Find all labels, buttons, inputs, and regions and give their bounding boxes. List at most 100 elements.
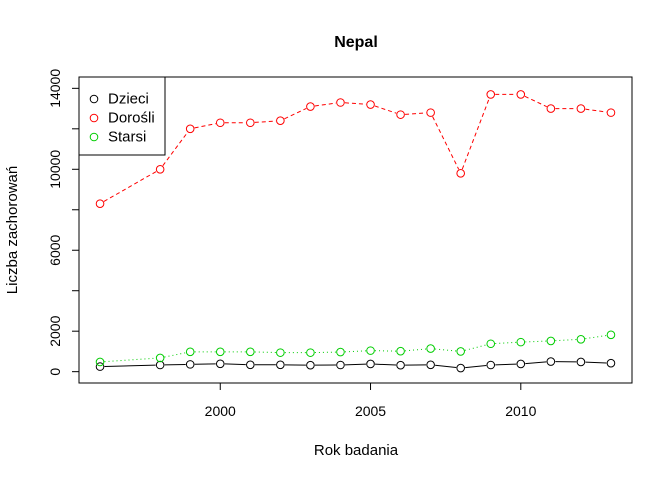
- data-point: [336, 360, 345, 370]
- series-line-segment: [164, 352, 186, 358]
- series-line-segment: [254, 120, 276, 123]
- legend-marker: [89, 113, 99, 123]
- data-point: [276, 348, 285, 357]
- x-tick-label: 2010: [505, 403, 536, 419]
- data-point: [576, 104, 586, 113]
- legend-label: Starsi: [108, 129, 146, 146]
- series-0: [95, 357, 616, 373]
- data-point: [606, 330, 616, 340]
- series-line-segment: [495, 363, 517, 366]
- data-point: [426, 344, 435, 353]
- data-point: [396, 346, 405, 356]
- data-point: [546, 357, 556, 366]
- data-point: [246, 347, 255, 357]
- data-point: [185, 360, 195, 369]
- data-point: [516, 337, 526, 347]
- data-point: [546, 104, 556, 113]
- series-line-segment: [104, 357, 156, 363]
- data-point: [606, 108, 616, 117]
- data-point: [306, 360, 315, 370]
- series-line-segment: [405, 348, 427, 352]
- series-line-segment: [344, 363, 367, 366]
- data-point: [336, 98, 345, 107]
- series-line-segment: [585, 361, 607, 364]
- series-2: [95, 330, 616, 367]
- data-point: [215, 359, 225, 369]
- legend-label: Dorośli: [108, 110, 155, 127]
- x-tick-label: 2005: [355, 403, 386, 419]
- data-point: [486, 360, 496, 370]
- data-point: [486, 90, 496, 99]
- legend-box: [78, 76, 166, 156]
- data-point: [486, 339, 496, 349]
- series-line-segment: [464, 344, 487, 351]
- data-point: [456, 169, 465, 178]
- data-point: [155, 353, 165, 363]
- x-tick-label: 2000: [205, 403, 236, 419]
- series-line-segment: [284, 108, 307, 120]
- series-line-segment: [344, 350, 367, 353]
- x-axis-label: Rok badania: [314, 442, 399, 459]
- legend: Dzieci Dorośli Starsi: [78, 76, 166, 156]
- data-point: [215, 118, 225, 128]
- series-1: [95, 90, 616, 208]
- series-line-segment: [525, 361, 547, 365]
- y-tick-label: 10000: [47, 150, 63, 189]
- series-line-segment: [162, 132, 188, 166]
- data-point: [336, 347, 345, 357]
- series-line-segment: [103, 171, 157, 202]
- data-point: [276, 116, 285, 126]
- data-point: [366, 100, 375, 109]
- y-tick-label: 0: [47, 368, 63, 376]
- data-point: [456, 363, 465, 373]
- series-line-segment: [525, 340, 547, 343]
- series-line-segment: [555, 339, 577, 342]
- data-point: [366, 359, 375, 369]
- series-line-segment: [585, 334, 607, 340]
- series-line-segment: [375, 363, 397, 366]
- series-line-segment: [435, 364, 457, 369]
- data-point: [276, 360, 285, 370]
- series-line-segment: [435, 348, 457, 352]
- series-layer: [95, 90, 616, 373]
- series-line-segment: [314, 102, 337, 107]
- data-point: [426, 108, 435, 117]
- series-line-segment: [461, 98, 490, 170]
- data-point: [95, 199, 105, 208]
- series-line-segment: [524, 95, 547, 108]
- y-axis-label: Liczba zachorowań: [4, 166, 21, 294]
- data-point: [185, 347, 195, 357]
- legend-marker: [89, 94, 99, 104]
- data-point: [306, 348, 315, 357]
- series-line-segment: [224, 363, 246, 366]
- legend-label: Dzieci: [108, 91, 149, 108]
- data-point: [606, 358, 616, 368]
- data-point: [366, 346, 375, 355]
- data-point: [426, 360, 435, 370]
- data-point: [306, 102, 315, 111]
- data-point: [185, 124, 195, 134]
- data-point: [456, 347, 465, 356]
- series-line-segment: [465, 364, 487, 369]
- data-point: [95, 362, 105, 371]
- y-tick-label: 14000: [47, 69, 63, 108]
- series-line-segment: [254, 351, 276, 354]
- data-point: [246, 360, 255, 370]
- data-point: [576, 334, 586, 344]
- data-point: [215, 347, 225, 357]
- data-point: [95, 357, 105, 367]
- series-line-segment: [495, 341, 517, 344]
- legend-marker: [89, 132, 99, 142]
- data-point: [396, 110, 405, 119]
- data-point: [516, 90, 526, 99]
- data-point: [155, 164, 165, 174]
- series-line-segment: [405, 112, 427, 115]
- series-line-segment: [585, 108, 607, 113]
- series-line-segment: [344, 102, 367, 105]
- data-point: [396, 360, 405, 370]
- y-tick-label: 2000: [47, 315, 63, 346]
- data-point: [516, 359, 526, 369]
- series-line-segment: [194, 123, 216, 129]
